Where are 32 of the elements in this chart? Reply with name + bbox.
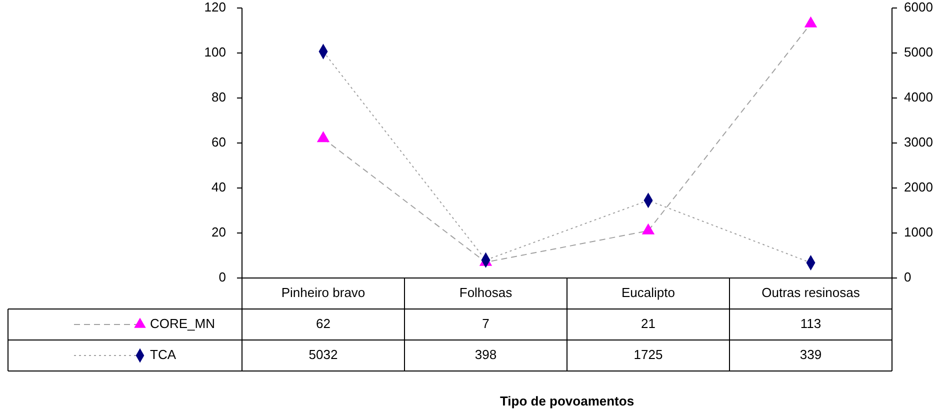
text: Tipo de povoamentos: [500, 393, 634, 408]
x-tick-label: Folhosas: [459, 284, 513, 300]
point: [804, 16, 818, 28]
y2-tick-label: 0: [904, 269, 912, 284]
data-label: 7: [482, 316, 490, 331]
data-label: 21: [641, 316, 656, 331]
y-tick-label: 40: [212, 179, 226, 194]
y2-tick-label: 2000: [904, 179, 933, 194]
legend-label: CORE_MN: [150, 316, 216, 331]
data-label: 398: [474, 346, 497, 362]
data-label: 113: [800, 316, 822, 331]
y-tick-label: 0: [218, 269, 226, 284]
x-tick-label: Outras resinosas: [762, 284, 860, 300]
legend-label: TCA: [150, 346, 176, 362]
data-label: 62: [316, 316, 330, 331]
y2-tick-label: 1000: [904, 224, 933, 240]
y-tick-label: 20: [212, 224, 226, 240]
point: [316, 131, 330, 142]
y-tick-label: 120: [204, 0, 226, 14]
y2-tick-label: 6000: [904, 0, 933, 14]
x-tick-label: Eucalipto: [622, 284, 675, 300]
y2-tick-label: 4000: [904, 89, 933, 104]
point: [642, 223, 655, 234]
y-tick-label: 80: [212, 89, 226, 104]
y-tick-label: 60: [212, 134, 226, 150]
y-tick-label: 100: [204, 44, 226, 60]
y2-tick-label: 5000: [904, 44, 933, 60]
data-label: 1725: [634, 346, 663, 362]
x-tick-label: Pinheiro bravo: [281, 284, 366, 300]
data-label: 5032: [308, 346, 338, 362]
y2-tick-label: 3000: [904, 134, 933, 150]
data-label: 339: [800, 346, 822, 362]
